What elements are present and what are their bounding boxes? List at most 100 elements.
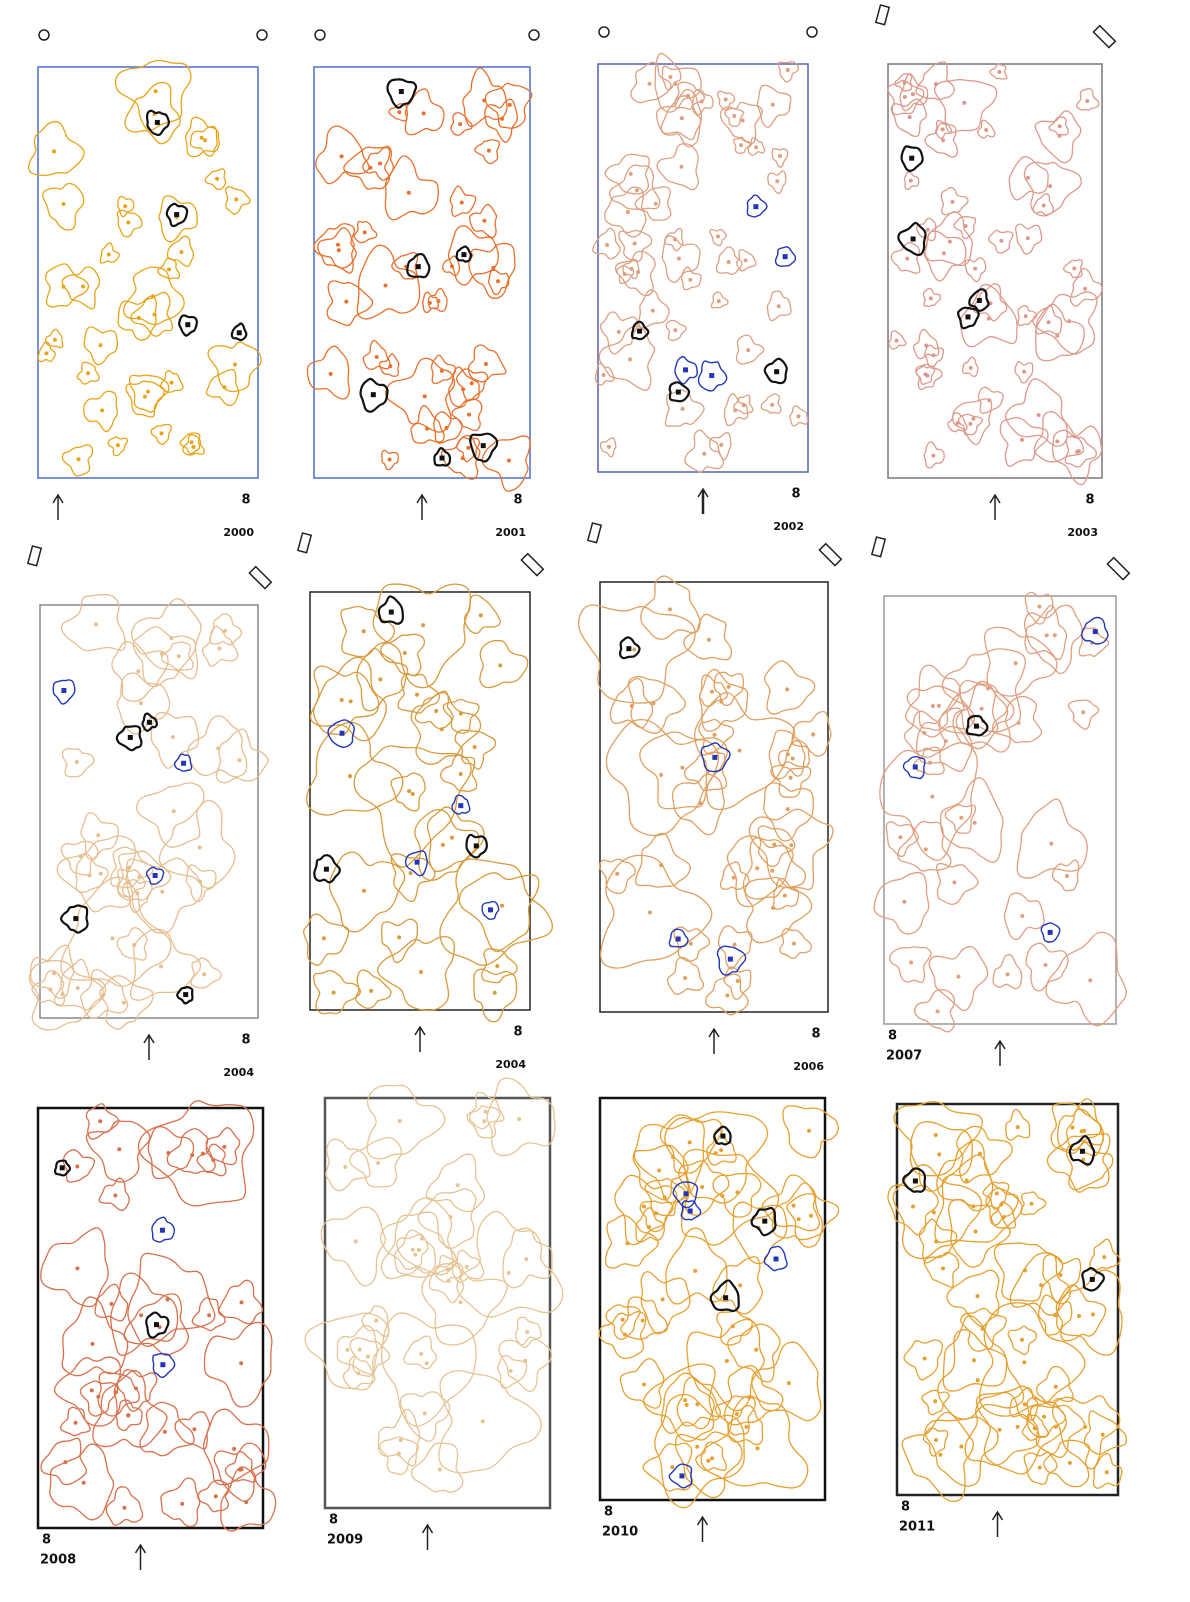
tree-crown (482, 436, 530, 491)
tree-crown (947, 1270, 999, 1326)
tree-marker (155, 120, 160, 125)
tree-stem (1020, 914, 1024, 918)
tree-stem (956, 975, 960, 979)
tree-stem (482, 1119, 486, 1123)
tree-stem (238, 1468, 242, 1472)
tree-stem (498, 663, 502, 667)
tree-stem (659, 773, 663, 777)
tree-stem (732, 876, 736, 880)
tree-crown (1026, 943, 1068, 991)
tree-stem (508, 103, 512, 107)
scale-label: 8 (42, 1533, 51, 1548)
tree-stem (434, 709, 438, 713)
tree-stem (680, 116, 684, 120)
tree-stem (895, 339, 899, 343)
tree-stem (1037, 604, 1041, 608)
tree-stem (633, 242, 637, 246)
tree-stem (928, 761, 932, 765)
tree-marker (774, 1256, 779, 1261)
tree-crown (330, 852, 405, 932)
tree-stem (755, 866, 759, 870)
tree-marker (762, 1219, 767, 1224)
tree-crown (356, 970, 391, 1008)
tree-stem (1020, 438, 1024, 442)
tree-stem (1077, 1314, 1081, 1318)
tree-stem (811, 732, 815, 736)
tree-marker (913, 764, 918, 769)
tree-crown (935, 80, 997, 133)
tree-stem (909, 960, 913, 964)
tree-stem (160, 431, 164, 435)
tree-stem (733, 943, 737, 947)
tree-stem (648, 82, 652, 86)
tree-stem (126, 1414, 130, 1418)
tree-crown (940, 685, 998, 749)
tree-stem (941, 1266, 945, 1270)
tree-stem (143, 395, 147, 399)
tree-marker (728, 957, 733, 962)
tree-crown (314, 224, 356, 268)
tree-crown (886, 822, 918, 857)
tree-stem (397, 110, 401, 114)
tree-marker (415, 860, 420, 865)
tree-crown (619, 231, 652, 262)
tree-crown (50, 1444, 114, 1520)
tree-stem (1022, 1360, 1026, 1364)
tree-marker (712, 755, 717, 760)
tree-stem (116, 443, 120, 447)
tree-crown (415, 810, 479, 881)
tree-stem (461, 387, 465, 391)
year-label: 2003 (1067, 526, 1098, 539)
tree-stem (216, 746, 220, 750)
tree-stem (362, 889, 366, 893)
tree-stem (234, 197, 238, 201)
tree-stem (336, 243, 340, 247)
tree-stem (713, 733, 717, 737)
tree-stem (81, 285, 85, 289)
tree-marker (1093, 629, 1098, 634)
tree-marker (909, 156, 914, 161)
tree-stem (654, 202, 658, 206)
tree-stem (725, 994, 729, 998)
tree-stem (931, 704, 935, 708)
tree-crown (925, 1417, 998, 1486)
tree-stem (62, 202, 66, 206)
tree-stem (223, 629, 227, 633)
tree-stem (700, 1185, 704, 1189)
tree-stem (973, 267, 977, 271)
tree-stem (785, 687, 789, 691)
tree-stem (76, 986, 80, 990)
tree-stem (1016, 1425, 1020, 1429)
tree-crown (639, 290, 669, 328)
tree-crown (716, 1396, 756, 1435)
tree-stem (1014, 661, 1018, 665)
tree-stem (754, 1348, 758, 1352)
tree-stem (783, 893, 787, 897)
tree-stem (397, 935, 401, 939)
tree-crown (904, 1340, 942, 1380)
corner-marker (257, 30, 267, 40)
tree-stem (329, 372, 333, 376)
tree-stem (375, 355, 379, 359)
tree-stem (670, 1465, 674, 1469)
tree-marker (974, 724, 979, 729)
corner-marker (1107, 558, 1129, 580)
tree-stem (787, 1381, 791, 1385)
tree-crown (161, 1478, 200, 1526)
tree-stem (411, 792, 415, 796)
tree-marker (965, 314, 970, 319)
tree-stem (1081, 710, 1085, 714)
tree-stem (409, 871, 413, 875)
tree-stem (113, 1193, 117, 1197)
tree-crown (337, 1326, 377, 1375)
tree-crown (657, 90, 702, 147)
tree-stem (1048, 184, 1052, 188)
tree-stem (349, 699, 353, 703)
tree-crown (668, 957, 704, 994)
tree-stem (96, 833, 100, 837)
tree-crown (1044, 1440, 1090, 1486)
tree-stem (52, 149, 56, 153)
tree-stem (481, 1419, 485, 1423)
tree-stem (777, 304, 781, 308)
tree-stem (1030, 1202, 1034, 1206)
